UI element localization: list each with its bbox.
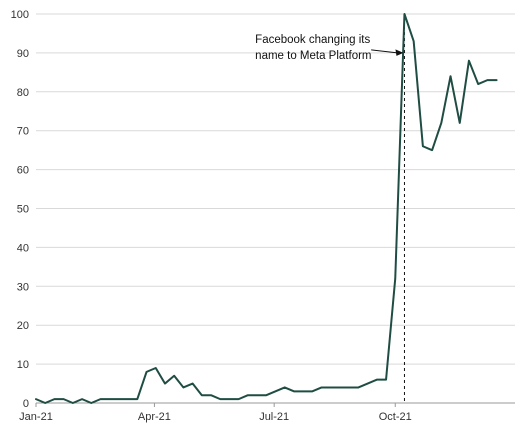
x-tick-label: Jul-21 bbox=[259, 411, 289, 423]
y-tick-label: 70 bbox=[17, 126, 29, 138]
y-tick-label: 50 bbox=[17, 204, 29, 216]
annotation-text-line-2: name to Meta Platform bbox=[255, 50, 371, 62]
y-tick-label: 30 bbox=[17, 281, 29, 293]
y-tick-label: 60 bbox=[17, 165, 29, 177]
gridlines bbox=[36, 13, 515, 365]
annotation-arrow bbox=[371, 49, 398, 54]
y-tick-label: 90 bbox=[17, 48, 29, 60]
x-axis: Jan-21 Apr-21 Jul-21 Oct-21 bbox=[19, 403, 412, 423]
y-tick-label: 20 bbox=[17, 320, 29, 332]
x-tick-label: Apr-21 bbox=[138, 411, 171, 423]
series-line bbox=[35, 13, 498, 404]
annotation-arrowhead bbox=[395, 49, 404, 56]
x-tick-label: Oct-21 bbox=[379, 411, 412, 423]
y-tick-label: 0 bbox=[23, 398, 29, 410]
annotation-text-line-1: Facebook changing its bbox=[255, 34, 370, 46]
y-tick-label: 40 bbox=[17, 242, 29, 254]
y-tick-label: 100 bbox=[11, 9, 29, 21]
annotation: Facebook changing its name to Meta Platf… bbox=[255, 34, 404, 62]
y-tick-label: 80 bbox=[17, 87, 29, 99]
x-tick-label: Jan-21 bbox=[19, 411, 53, 423]
y-axis: 0 10 20 30 40 50 60 70 80 90 100 bbox=[11, 9, 29, 410]
y-tick-label: 10 bbox=[17, 359, 29, 371]
